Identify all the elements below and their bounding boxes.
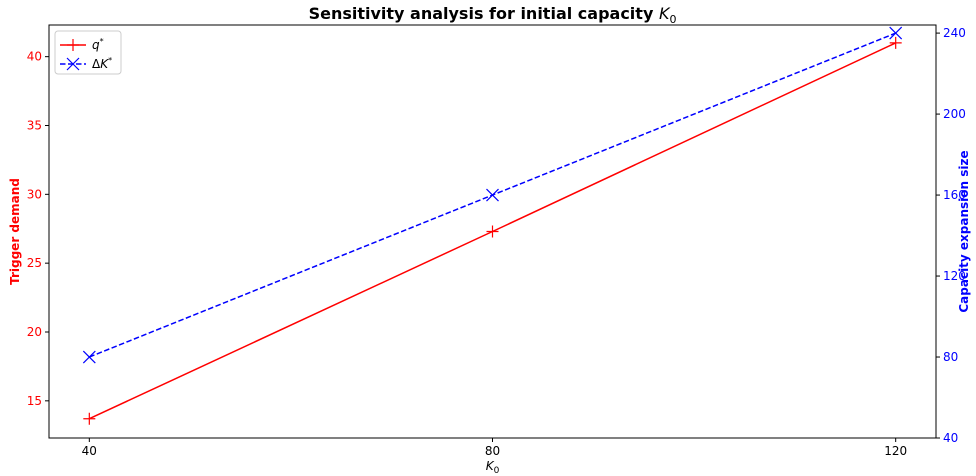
y-right-axis-label: Capacity expansion size (957, 150, 971, 312)
data-point (83, 412, 96, 425)
series-layer (82, 26, 903, 425)
y-left-tick-label: 15 (27, 394, 42, 408)
y-left-tick-label: 20 (27, 325, 42, 339)
data-point (486, 188, 499, 202)
x-tick-label: 40 (82, 444, 97, 458)
y-right-tick-label: 80 (943, 350, 958, 364)
y-right-tick-label: 240 (943, 26, 966, 40)
data-point (486, 225, 499, 238)
y-right-tick-label: 160 (943, 188, 966, 202)
x-tick-label: 120 (884, 444, 907, 458)
data-point (889, 26, 903, 40)
legend-label: q* (92, 37, 104, 52)
chart-title: Sensitivity analysis for initial capacit… (309, 4, 677, 26)
data-point (82, 350, 96, 364)
y-left-tick-label: 40 (27, 50, 42, 64)
chart-title-text: Sensitivity analysis for initial capacit… (309, 4, 677, 26)
y-left-tick-label: 25 (27, 256, 42, 270)
y-right-tick-label: 120 (943, 269, 966, 283)
x-axis-label: K0 (486, 459, 500, 476)
y-left-tick-label: 35 (27, 118, 42, 132)
legend-box (54, 30, 122, 75)
y-axis-left: 15 20 25 30 35 40 Trigger demand (8, 50, 49, 408)
x-tick-label: 80 (485, 444, 500, 458)
y-right-tick-label: 40 (943, 431, 958, 445)
legend-marker (67, 39, 79, 51)
legend-item: ΔK* (60, 56, 112, 71)
series-q-star (83, 36, 902, 425)
x-axis: 40 80 120 K0 (82, 438, 907, 476)
legend: q* ΔK* (54, 30, 122, 75)
y-left-axis-label: Trigger demand (8, 178, 22, 285)
y-left-tick-label: 30 (27, 187, 42, 201)
legend-label: ΔK* (92, 56, 112, 71)
legend-item: q* (60, 37, 104, 52)
series-delta-k-star (82, 26, 903, 364)
y-axis-right: 40 80 120 160 200 240 Capacity expansion size (936, 26, 971, 445)
data-point (889, 36, 902, 49)
y-right-tick-label: 200 (943, 107, 966, 121)
legend-marker (66, 57, 80, 71)
